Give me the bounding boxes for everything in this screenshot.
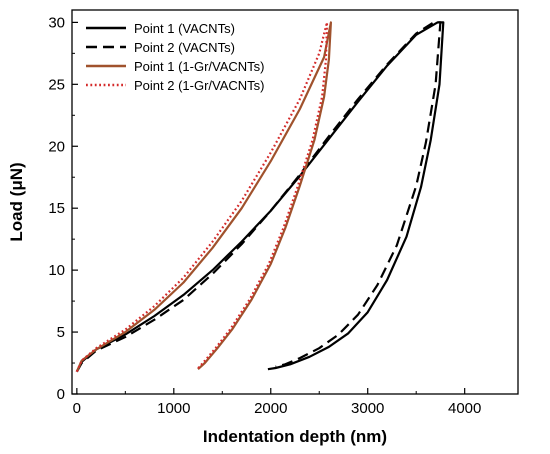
series-line-1 — [75, 21, 445, 373]
y-tick-label: 25 — [48, 76, 65, 93]
series-line-4 — [75, 21, 329, 373]
series-layer — [75, 21, 445, 373]
legend-label-2: Point 2 (VACNTs) — [134, 40, 235, 55]
y-tick-label: 0 — [57, 386, 65, 403]
y-tick-label: 15 — [48, 200, 65, 217]
legend-label-3: Point 1 (1-Gr/VACNTs) — [134, 59, 265, 74]
x-axis: 0 1000 2000 3000 4000 — [73, 388, 481, 417]
y-tick-label: 5 — [57, 324, 65, 341]
x-tick-label: 2000 — [254, 400, 287, 417]
x-axis-title: Indentation depth (nm) — [203, 427, 387, 446]
y-axis: 0 5 10 15 20 25 30 — [48, 14, 78, 403]
legend-label-1: Point 1 (VACNTs) — [134, 21, 235, 36]
plot-frame — [71, 9, 519, 395]
y-tick-label: 30 — [48, 14, 65, 31]
x-tick-label: 1000 — [157, 400, 190, 417]
legend: Point 1 (VACNTs) Point 2 (VACNTs) Point 1 … — [86, 21, 265, 93]
legend-label-4: Point 2 (1-Gr/VACNTs) — [134, 78, 265, 93]
x-tick-label: 4000 — [448, 400, 481, 417]
x-tick-label: 3000 — [351, 400, 384, 417]
y-tick-label: 20 — [48, 138, 65, 155]
series-line-2 — [75, 21, 442, 373]
series-line-3 — [75, 21, 332, 373]
x-tick-label: 0 — [73, 400, 81, 417]
y-tick-label: 10 — [48, 262, 65, 279]
y-axis-title: Load (μN) — [7, 162, 26, 241]
